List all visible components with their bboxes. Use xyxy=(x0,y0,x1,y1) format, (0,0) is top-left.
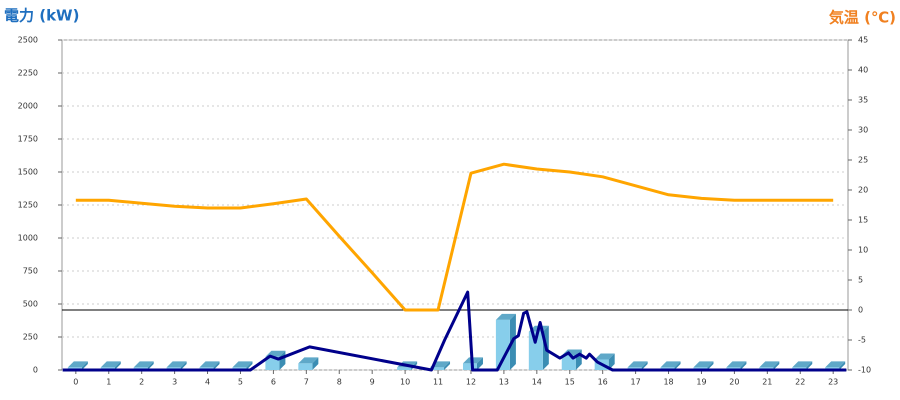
bar-side xyxy=(740,361,747,370)
bar-top xyxy=(759,361,780,368)
bar-side xyxy=(246,361,253,370)
x-tick-label: 9 xyxy=(370,378,375,387)
y-axis-title: 電力 (kW) xyxy=(4,7,79,25)
y-tick-label: 500 xyxy=(23,300,38,309)
y2-tick-label: 15 xyxy=(858,216,868,225)
bar-side xyxy=(81,361,88,370)
bar-top xyxy=(627,361,648,368)
bar-side xyxy=(806,361,813,370)
bar-side xyxy=(674,361,681,370)
bar-side xyxy=(476,357,483,370)
bar-top xyxy=(67,361,88,368)
y2-tick-label: 10 xyxy=(858,246,868,255)
bar-side xyxy=(707,361,714,370)
x-tick-label: 0 xyxy=(73,378,78,387)
x-tick-label: 15 xyxy=(565,378,575,387)
bar-front xyxy=(462,363,477,370)
x-tick-label: 16 xyxy=(598,378,608,387)
bar-side xyxy=(180,361,187,370)
y-tick-label: 1250 xyxy=(18,201,38,210)
bar-front xyxy=(430,367,445,370)
x-tick-label: 6 xyxy=(271,378,276,387)
bar-front xyxy=(528,331,543,370)
y2-tick-label: 45 xyxy=(858,36,868,45)
bar-top xyxy=(693,361,714,368)
y2-tick-label: 30 xyxy=(858,126,868,135)
x-tick-label: 19 xyxy=(696,378,706,387)
y-tick-label: 2000 xyxy=(18,102,38,111)
bar-top xyxy=(792,361,813,368)
x-tick-label: 3 xyxy=(172,378,177,387)
bar-side xyxy=(312,357,319,370)
bar-top xyxy=(660,361,681,368)
y2-tick-label: 35 xyxy=(858,96,868,105)
y-tick-label: 2250 xyxy=(18,69,38,78)
x-tick-label: 12 xyxy=(466,378,476,387)
bar-top xyxy=(594,353,615,360)
y-tick-label: 750 xyxy=(23,267,38,276)
bar-top xyxy=(199,361,220,368)
x-tick-label: 4 xyxy=(205,378,210,387)
x-tick-label: 22 xyxy=(795,378,805,387)
x-tick-label: 23 xyxy=(828,378,838,387)
x-tick-label: 11 xyxy=(433,378,443,387)
bar-side xyxy=(147,361,154,370)
bar xyxy=(265,350,286,370)
x-tick-label: 17 xyxy=(631,378,641,387)
y-tick-label: 1500 xyxy=(18,168,38,177)
bar-side xyxy=(114,361,121,370)
bar-side xyxy=(839,361,846,370)
bar-front xyxy=(298,363,313,370)
y2-tick-label: -5 xyxy=(858,336,866,345)
x-tick-label: 5 xyxy=(238,378,243,387)
y2-tick-label: 20 xyxy=(858,186,868,195)
bar-top xyxy=(166,361,187,368)
line xyxy=(75,162,834,312)
y-tick-label: 1750 xyxy=(18,135,38,144)
y-tick-label: 0 xyxy=(33,366,38,375)
bar-top xyxy=(298,357,319,364)
bar-top xyxy=(726,361,747,368)
y2-axis-title: 気温 (℃) xyxy=(829,9,896,27)
bar-front xyxy=(495,319,510,370)
bar-side xyxy=(444,361,451,370)
y-tick-label: 1000 xyxy=(18,234,38,243)
x-tick-label: 1 xyxy=(106,378,111,387)
bar-side xyxy=(773,361,780,370)
y2-tick-label: 25 xyxy=(858,156,868,165)
bar-top xyxy=(100,361,121,368)
bar-top xyxy=(232,361,253,368)
bar xyxy=(495,313,516,370)
bar-top xyxy=(825,361,846,368)
x-tick-label: 21 xyxy=(762,378,772,387)
line xyxy=(62,290,847,372)
y2-tick-label: 0 xyxy=(858,306,863,315)
bar xyxy=(298,357,319,370)
x-tick-label: 20 xyxy=(729,378,739,387)
bar-front xyxy=(265,356,280,370)
bar-front xyxy=(397,367,412,370)
bar-top xyxy=(495,313,516,320)
x-tick-label: 2 xyxy=(139,378,144,387)
x-tick-label: 18 xyxy=(663,378,673,387)
x-tick-label: 7 xyxy=(304,378,309,387)
y2-tick-label: -10 xyxy=(858,366,871,375)
x-tick-label: 8 xyxy=(337,378,342,387)
x-tick-label: 13 xyxy=(499,378,509,387)
bar-side xyxy=(608,353,615,370)
y2-tick-label: 5 xyxy=(858,276,863,285)
bar-side xyxy=(641,361,648,370)
y2-tick-label: 40 xyxy=(858,66,868,75)
x-tick-label: 10 xyxy=(400,378,410,387)
bar xyxy=(561,349,582,370)
y-tick-label: 250 xyxy=(23,333,38,342)
y-tick-label: 2500 xyxy=(18,36,38,45)
x-tick-label: 14 xyxy=(532,378,542,387)
bar-side xyxy=(213,361,220,370)
bar-top xyxy=(133,361,154,368)
